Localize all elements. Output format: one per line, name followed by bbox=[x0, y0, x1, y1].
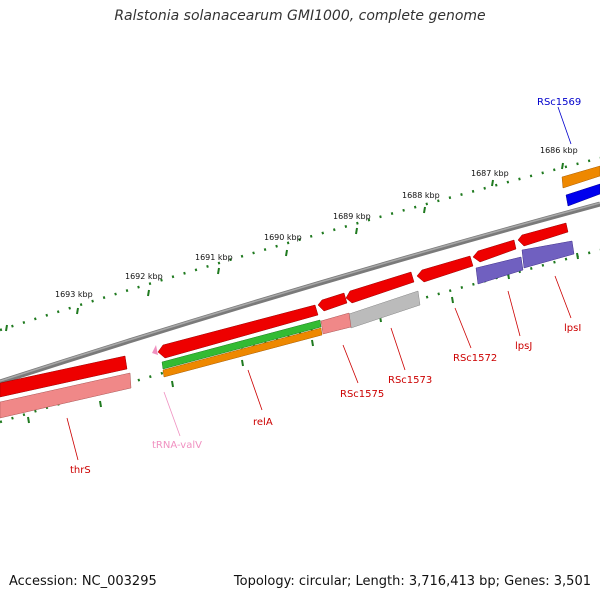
scale-label-1690: 1690 kbp bbox=[264, 233, 302, 242]
cds-relA-region bbox=[157, 304, 319, 359]
inner-scale-track bbox=[0, 248, 600, 424]
feature-orange-relA bbox=[162, 327, 323, 378]
leader-relA bbox=[247, 369, 263, 411]
cds-thrS-region bbox=[0, 355, 128, 398]
genome-backbone bbox=[0, 201, 600, 385]
gene-label-RSc1569[interactable]: RSc1569 bbox=[537, 97, 581, 108]
gene-label-lpsI[interactable]: lpsI bbox=[564, 323, 581, 334]
gene-label-lpsJ[interactable]: lpsJ bbox=[515, 341, 532, 352]
leader-RSc1573 bbox=[390, 327, 406, 371]
scale-label-1689: 1689 kbp bbox=[333, 212, 371, 221]
feature-purple-lpsJ bbox=[475, 256, 524, 285]
feature-orange-top bbox=[561, 165, 600, 189]
gene-label-tRNA-valV[interactable]: tRNA-valV bbox=[152, 440, 202, 451]
leader-RSc1575 bbox=[342, 344, 359, 384]
gene-label-thrS[interactable]: thrS bbox=[70, 465, 91, 476]
gene-label-RSc1575[interactable]: RSc1575 bbox=[340, 389, 384, 400]
feature-pink-thrS bbox=[0, 372, 132, 419]
scale-label-1686: 1686 kbp bbox=[540, 146, 578, 155]
feature-blue-top bbox=[565, 183, 600, 207]
genome-summary-text: Topology: circular; Length: 3,716,413 bp… bbox=[233, 574, 591, 589]
map-title: Ralstonia solanacearum GMI1000, complete… bbox=[114, 8, 486, 24]
trna-valV-mark bbox=[152, 345, 158, 355]
cds-lpsJ-region bbox=[472, 239, 517, 263]
leader-trna bbox=[163, 391, 181, 437]
scale-label-1687: 1687 kbp bbox=[471, 169, 509, 178]
leader-RSc1569 bbox=[557, 106, 572, 145]
scale-label-1692: 1692 kbp bbox=[125, 272, 163, 281]
leader-lpsI bbox=[554, 275, 572, 319]
leader-thrS bbox=[66, 417, 79, 461]
gene-label-RSc1572[interactable]: RSc1572 bbox=[453, 353, 497, 364]
cds-lpsI-region bbox=[517, 222, 569, 247]
outer-major-ticks bbox=[5, 162, 564, 332]
feature-green-relA bbox=[161, 319, 322, 370]
outer-scale-track bbox=[0, 156, 600, 332]
leader-RSc1572 bbox=[454, 307, 472, 349]
scale-label-1693: 1693 kbp bbox=[55, 290, 93, 299]
gene-label-relA[interactable]: relA bbox=[253, 417, 273, 428]
feature-purple-lpsI bbox=[521, 240, 575, 269]
gene-label-RSc1573[interactable]: RSc1573 bbox=[388, 375, 432, 386]
accession-text: Accession: NC_003295 bbox=[9, 574, 157, 589]
scale-label-1691: 1691 kbp bbox=[195, 253, 233, 262]
cds-RSc1575-region bbox=[317, 292, 348, 312]
cds-RSc1572-region bbox=[416, 255, 474, 283]
leader-lpsJ bbox=[507, 290, 521, 337]
feature-pink-RSc1575 bbox=[320, 312, 352, 335]
scale-label-1688: 1688 kbp bbox=[402, 191, 440, 200]
cds-RSc1573-region bbox=[345, 271, 415, 304]
